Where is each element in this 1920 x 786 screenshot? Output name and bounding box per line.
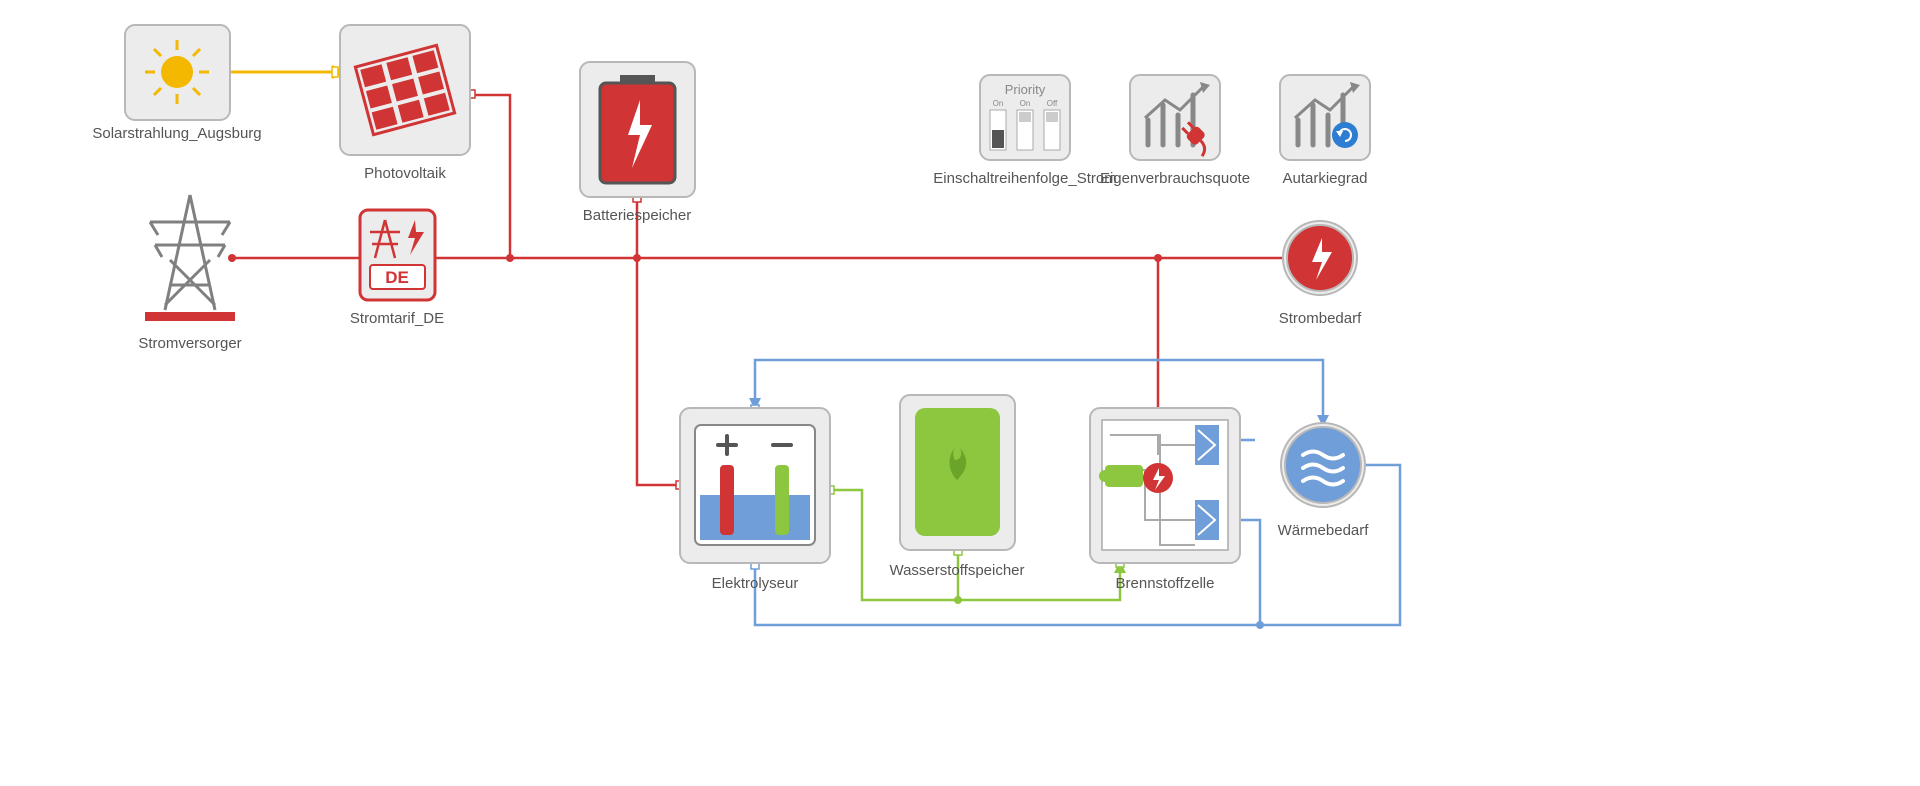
svg-text:DE: DE bbox=[385, 268, 409, 287]
svg-text:On: On bbox=[993, 99, 1004, 108]
refresh-badge-icon bbox=[1332, 122, 1358, 148]
svg-text:Off: Off bbox=[1047, 99, 1058, 108]
node-photovoltaik[interactable]: Photovoltaik bbox=[340, 25, 470, 182]
label-tariff: Stromtarif_DE bbox=[350, 310, 444, 327]
label-grid: Stromversorger bbox=[138, 335, 241, 352]
node-strombedarf[interactable]: Strombedarf bbox=[1279, 223, 1362, 327]
label-brennstoff: Brennstoffzelle bbox=[1116, 575, 1215, 592]
port-pv-in bbox=[332, 67, 338, 77]
label-h2: Wasserstoffspeicher bbox=[889, 562, 1024, 579]
label-strombedarf: Strombedarf bbox=[1279, 310, 1362, 327]
label-priority: Einschaltreihenfolge_Strom bbox=[933, 170, 1116, 187]
energy-system-diagram: Solarstrahlung_Augsburg Photovoltaik Bat… bbox=[0, 0, 1920, 786]
label-eigen: Eigenverbrauchsquote bbox=[1100, 170, 1250, 187]
node-priority[interactable]: Priority On On Off Einschaltreihenfolge_… bbox=[933, 75, 1116, 187]
node-autarkie[interactable]: Autarkiegrad bbox=[1280, 75, 1370, 187]
svg-text:On: On bbox=[1020, 99, 1031, 108]
label-pv: Photovoltaik bbox=[364, 165, 446, 182]
node-grid[interactable]: Stromversorger bbox=[138, 195, 241, 352]
node-brennstoff[interactable]: Brennstoffzelle bbox=[1090, 408, 1240, 592]
label-elektrolyseur: Elektrolyseur bbox=[712, 575, 799, 592]
node-tariff[interactable]: DE Stromtarif_DE bbox=[350, 210, 444, 327]
label-autarkie: Autarkiegrad bbox=[1282, 170, 1367, 187]
node-waerme[interactable]: Wärmebedarf bbox=[1278, 425, 1370, 539]
pylon-icon bbox=[150, 195, 230, 310]
label-solar: Solarstrahlung_Augsburg bbox=[92, 125, 261, 142]
node-eigen[interactable]: Eigenverbrauchsquote bbox=[1100, 75, 1250, 187]
sun-icon bbox=[161, 56, 193, 88]
wire-pv-bus bbox=[470, 95, 510, 258]
wire-bus-elektrolyseur bbox=[637, 258, 680, 485]
priority-sliders-icon bbox=[990, 110, 1060, 150]
svg-text:Priority: Priority bbox=[1005, 82, 1046, 97]
label-battery: Batteriespeicher bbox=[583, 207, 691, 224]
node-solar[interactable]: Solarstrahlung_Augsburg bbox=[92, 25, 261, 142]
label-waerme: Wärmebedarf bbox=[1278, 522, 1370, 539]
